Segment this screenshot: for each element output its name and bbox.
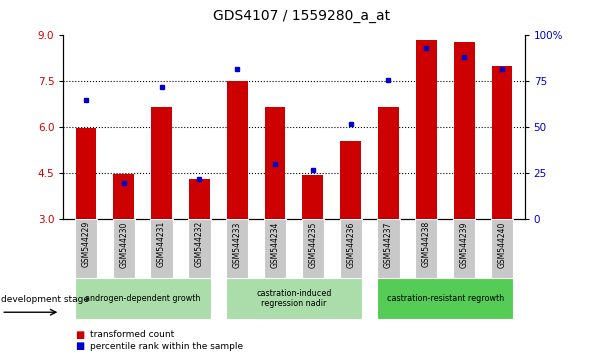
Text: GSM544231: GSM544231: [157, 221, 166, 268]
Bar: [226, 278, 362, 319]
Bar: [113, 219, 135, 278]
Text: development stage: development stage: [1, 295, 89, 304]
Bar: [113, 175, 134, 219]
Text: GSM544235: GSM544235: [308, 221, 317, 268]
Text: GSM544234: GSM544234: [271, 221, 280, 268]
Text: GSM544230: GSM544230: [119, 221, 128, 268]
Bar: [491, 66, 513, 219]
Text: GSM544237: GSM544237: [384, 221, 393, 268]
Text: GSM544240: GSM544240: [497, 221, 507, 268]
Bar: [75, 128, 96, 219]
Bar: [75, 278, 210, 319]
Text: GSM544233: GSM544233: [233, 221, 242, 268]
Bar: [340, 141, 361, 219]
Bar: [491, 219, 513, 278]
Text: ■: ■: [75, 341, 84, 351]
Bar: [303, 175, 323, 219]
Bar: [453, 219, 475, 278]
Bar: [75, 219, 97, 278]
Text: GSM544229: GSM544229: [81, 221, 90, 268]
Text: transformed count: transformed count: [90, 330, 175, 339]
Bar: [188, 219, 210, 278]
Bar: [265, 107, 285, 219]
Text: percentile rank within the sample: percentile rank within the sample: [90, 342, 244, 351]
Bar: [151, 219, 173, 278]
Bar: [377, 278, 513, 319]
Bar: [151, 108, 172, 219]
Text: GSM544232: GSM544232: [195, 221, 204, 268]
Text: castration-induced
regression nadir: castration-induced regression nadir: [256, 289, 332, 308]
Bar: [226, 219, 248, 278]
Text: GDS4107 / 1559280_a_at: GDS4107 / 1559280_a_at: [213, 9, 390, 23]
Text: GSM544239: GSM544239: [459, 221, 469, 268]
Bar: [453, 41, 475, 219]
Bar: [302, 219, 324, 278]
Bar: [189, 179, 210, 219]
Bar: [416, 40, 437, 219]
Bar: [264, 219, 286, 278]
Text: ■: ■: [75, 330, 84, 339]
Bar: [339, 219, 362, 278]
Text: castration-resistant regrowth: castration-resistant regrowth: [387, 294, 504, 303]
Text: GSM544236: GSM544236: [346, 221, 355, 268]
Text: androgen-dependent growth: androgen-dependent growth: [85, 294, 200, 303]
Bar: [227, 81, 248, 219]
Text: GSM544238: GSM544238: [422, 221, 431, 268]
Bar: [415, 219, 437, 278]
Bar: [378, 108, 399, 219]
Bar: [377, 219, 400, 278]
